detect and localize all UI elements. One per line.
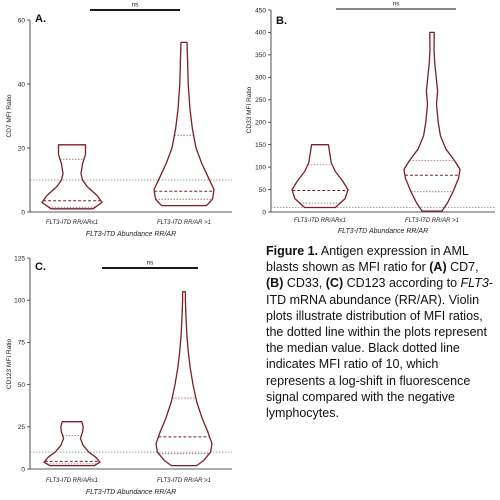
panel-b-x-tick-label-1: FLT3-ITD RR/AR≤1 <box>294 218 346 224</box>
caption-text-1: Antigen expression in AML blasts shown a… <box>266 244 469 275</box>
panel-b-y-tick-label: 250 <box>255 97 266 104</box>
panel-c-violin-2 <box>155 291 213 467</box>
panel-a-label: A. <box>35 13 46 25</box>
panel-b-y-tick-label: 450 <box>255 7 266 14</box>
caption-figure-label: Figure 1. <box>266 244 319 258</box>
caption-ref-a: (A) <box>429 260 447 275</box>
panel-b-y-tick-label: 400 <box>255 30 266 37</box>
panel-c-y-tick-label: 125 <box>14 255 25 262</box>
panel-a-x-tick-label-1: FLT3-ITD RR/AR≤1 <box>46 220 98 226</box>
panel-b-x-tick-label-2: FLT3-ITD RR/AR >1 <box>405 218 459 224</box>
panel-c-y-tick-label: 25 <box>18 424 26 431</box>
panel-b-significance-label: ns <box>393 1 401 8</box>
panel-b-y-tick-label: 300 <box>255 75 266 82</box>
caption-text-2: CD7, <box>446 260 479 275</box>
panel-c-y-tick-label: 75 <box>18 340 26 347</box>
panel-c-x-tick-label-2: FLT3-ITD RR/AR >1 <box>157 478 211 484</box>
panel-b-y-tick-label: 350 <box>255 52 266 59</box>
panel-a-violin-2 <box>153 41 215 207</box>
panel-c-y-tick-label: 100 <box>14 298 25 305</box>
panel-c-y-tick-label: 0 <box>21 466 25 473</box>
panel-a-significance-label: ns <box>132 2 140 9</box>
panel-b-violin-2 <box>403 31 461 212</box>
panel-a-y-tick-label: 40 <box>18 81 26 88</box>
panel-c-x-tick-label-1: FLT3-ITD RR/AR≤1 <box>46 478 98 484</box>
panel-c-x-axis-title: FLT3-ITD Abundance RR/AR <box>86 489 176 496</box>
panel-b-y-tick-label: 200 <box>255 120 266 127</box>
caption-text-4: CD123 according to <box>343 276 461 291</box>
panel-a-violin-1 <box>41 144 103 210</box>
panel-c-y-tick-label: 50 <box>18 382 26 389</box>
panel-c-significance-label: ns <box>147 260 155 267</box>
panel-b-violin-1 <box>291 144 349 209</box>
caption-text-3: CD33, <box>283 276 326 291</box>
caption-ref-b: (B) <box>266 276 284 291</box>
panel-b-y-tick-label: 150 <box>255 142 266 149</box>
panel-a-x-axis-title: FLT3-ITD Abundance RR/AR <box>86 231 176 238</box>
caption-ref-c: (C) <box>325 276 344 291</box>
panel-b-y-tick-label: 0 <box>262 209 266 216</box>
panel-a-y-axis-title: CD7 MFI Ratio <box>6 94 13 137</box>
panel-a-x-tick-label-2: FLT3-ITD RR/AR >1 <box>157 220 211 226</box>
panel-b-y-axis-title: CD33 MFI Ratio <box>246 86 253 133</box>
panel-c-y-axis-title: CD123 MFI Ratio <box>6 339 13 390</box>
caption-gene: FLT3 <box>460 276 489 291</box>
panel-b-y-tick-label: 50 <box>259 187 267 194</box>
caption-text-5: -ITD mRNA abundance (RR/AR). Violin plot… <box>266 276 493 421</box>
panel-a-y-tick-label: 60 <box>18 17 26 24</box>
figure-caption: Figure 1. Antigen expression in AML blas… <box>266 243 496 421</box>
panel-b-y-tick-label: 100 <box>255 164 266 171</box>
panel-a-y-tick-label: 0 <box>21 209 25 216</box>
panel-b-x-axis-title: FLT3-ITD Abundance RR/AR <box>338 228 428 235</box>
panel-a-y-tick-label: 20 <box>18 145 26 152</box>
panel-c-violin-1 <box>43 421 101 467</box>
panel-b-label: B. <box>276 15 287 27</box>
panel-c-label: C. <box>35 261 46 273</box>
